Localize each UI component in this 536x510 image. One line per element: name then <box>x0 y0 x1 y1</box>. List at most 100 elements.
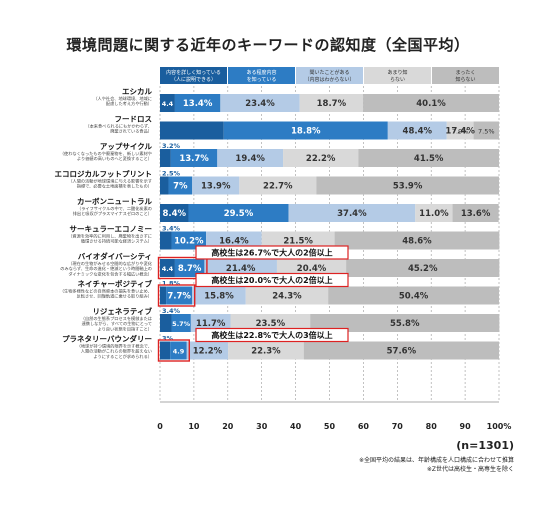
x-tick-label: 80 <box>426 422 438 431</box>
bar-value-label: 22.3% <box>251 347 281 357</box>
bar-segment <box>217 149 284 167</box>
category-label: エシカル <box>122 87 152 96</box>
bar-value-label: 41.5% <box>414 154 444 164</box>
bar-value-label: 55.8% <box>390 319 420 329</box>
x-tick-label: 20 <box>222 422 234 431</box>
bar-segment <box>170 149 218 167</box>
bar-segment <box>230 314 311 332</box>
bar-segment <box>160 286 167 305</box>
category-label: エコロジカルフットプリント <box>55 169 153 179</box>
category-description: （使わなくなったものや廃棄物を、新しい素材や <box>60 150 152 157</box>
legend-label-0: 内容を詳しく知っている <box>166 69 221 76</box>
note-1: ※全国平均の結果は、年齢構成を人口構成に合わせて推算 <box>358 457 514 464</box>
x-tick-label: 50 <box>324 422 336 431</box>
bar-value-label: 48.6% <box>402 237 432 247</box>
legend-label-4: まったく <box>456 70 476 76</box>
bar-value-label: 13.4% <box>183 99 213 109</box>
legend-swatch-4 <box>432 67 499 84</box>
x-tick-label: 40 <box>290 422 302 431</box>
bar-value-label: 3% <box>162 335 174 343</box>
bar-segment <box>473 121 499 140</box>
bar-segment <box>192 286 246 305</box>
bar-value-label: 40.1% <box>416 99 446 109</box>
legend-swatch-0 <box>160 67 227 84</box>
legend-label-1: を知っている <box>247 76 277 83</box>
category-description: ダイナミックな変化を包含する幅広い概念） <box>68 270 152 277</box>
bar-value-label: 8.4% <box>162 209 186 219</box>
bar-segment <box>288 204 416 222</box>
bar-segment <box>328 286 499 305</box>
bar-segment <box>186 341 229 360</box>
bar-value-label: 12.2% <box>193 347 223 357</box>
bar-value-label: 18.8% <box>291 127 321 137</box>
category-description: 排出と吸収がプラスマイナスゼロのこと） <box>73 210 152 217</box>
category-label: リジェネラティブ <box>92 306 152 316</box>
bar-value-label: 11.0% <box>419 209 449 219</box>
bar-value-label: 10.2% <box>174 237 204 247</box>
legend-label-4: 知らない <box>455 76 475 83</box>
callout-box <box>195 245 349 260</box>
bar-value-label: 24.3% <box>272 292 302 302</box>
callout-box <box>195 327 349 343</box>
bar-value-label: 22.2% <box>306 154 336 164</box>
bar-segment <box>204 259 277 277</box>
bar-segment <box>174 259 205 277</box>
category-description: より価値の高いものへと変換すること） <box>77 155 152 162</box>
legend-swatch-2 <box>296 67 363 84</box>
bar-segment <box>192 176 240 195</box>
callout-text: 高校生は26.7%で大人の2倍以上 <box>211 248 332 258</box>
bar-value-label: 3.2% <box>162 142 181 150</box>
x-tick-label: 70 <box>392 422 404 431</box>
bar-segment <box>168 176 193 195</box>
bar-segment <box>160 314 172 332</box>
bar-value-label: 23.5% <box>256 319 286 329</box>
bar-value-label: 53.9% <box>393 182 423 192</box>
callout-text: 高校生は22.8%で大人の3倍以上 <box>211 330 332 340</box>
category-description: （現在の生物がみせる空間的な広がりや変化 <box>68 260 153 267</box>
bar-value-label: 19.4% <box>235 154 265 164</box>
bar-segment <box>170 341 187 360</box>
bar-segment <box>206 231 262 250</box>
bar-value-label: 13.6% <box>461 209 491 219</box>
sample-size: (n=1301) <box>456 439 514 452</box>
bar-value-label: 8.7% <box>178 264 202 274</box>
bar-segment <box>346 259 500 277</box>
bar-segment <box>446 121 474 140</box>
legend-label-2: （内容はわからない） <box>304 76 354 83</box>
bar-value-label: 7.5% <box>478 128 495 136</box>
bar-value-label: 37.4% <box>337 209 367 219</box>
bar-value-label: 13.7% <box>179 154 209 164</box>
bar-value-label: 45.2% <box>408 264 438 274</box>
bar-segment <box>190 314 231 332</box>
category-label: フードロス <box>115 115 153 124</box>
legend-label-3: あまり知 <box>387 69 407 76</box>
category-description: （自然の生態系プロセスを模倣または <box>81 315 152 322</box>
bar-value-label: 29.5% <box>224 209 254 219</box>
x-tick-label: 30 <box>256 422 268 431</box>
bar-segment <box>171 231 207 250</box>
category-description: （ライフサイクルの中で、二酸化炭素の <box>77 205 152 212</box>
category-label: アップサイクル <box>100 141 153 151</box>
note-2: ※Z世代は高校生・高専生を除く <box>426 466 514 473</box>
bar-segment <box>415 204 453 222</box>
legend-label-1: ある程度内容 <box>246 69 276 76</box>
bar-segment <box>299 94 364 112</box>
notes-block: (n=1301) ※全国平均の結果は、年齢構成を人口構成に合わせて推算 ※Z世代… <box>359 439 514 474</box>
bar-value-label: 18.7% <box>317 99 347 109</box>
bar-segment <box>160 94 175 112</box>
category-description: 人類の活動がこれらの限界を超えない <box>81 348 152 355</box>
category-description: 循環させる持続可能な経済システム） <box>81 238 152 245</box>
bar-segment <box>160 259 175 277</box>
category-label: カーボンニュートラル <box>77 196 152 206</box>
highlight-frame <box>157 339 190 362</box>
legend-swatch-3 <box>364 67 431 84</box>
bar-segment <box>160 231 172 250</box>
bar-value-label: 16.4% <box>219 237 249 247</box>
bar-value-label: 17.4% <box>445 127 475 137</box>
bar-segment <box>310 314 500 332</box>
bar-segment <box>160 149 171 167</box>
bar-value-label: 3.4% <box>162 225 181 233</box>
bar-segment <box>160 204 189 222</box>
